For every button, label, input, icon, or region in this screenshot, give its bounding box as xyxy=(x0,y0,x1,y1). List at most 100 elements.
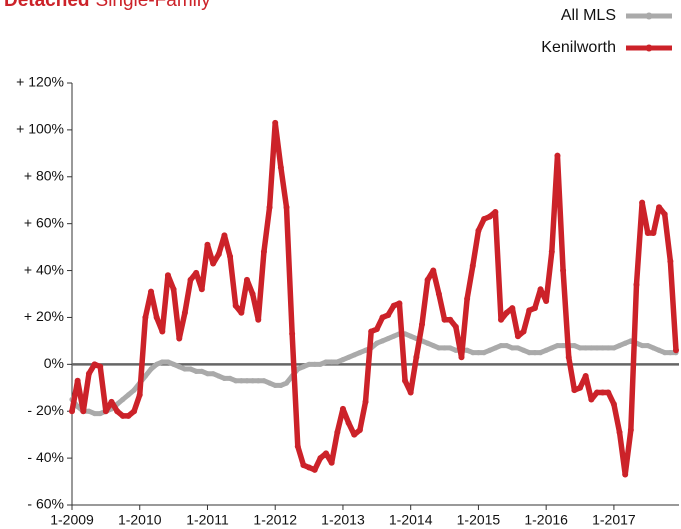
data-point xyxy=(492,208,499,215)
data-point xyxy=(407,389,414,396)
data-point xyxy=(610,401,617,408)
data-point xyxy=(435,291,442,297)
x-tick-label: 1-2015 xyxy=(457,512,501,528)
data-point xyxy=(373,326,380,333)
y-tick-label: + 40% xyxy=(24,261,64,277)
data-point xyxy=(571,342,577,349)
x-tick-label: 1-2013 xyxy=(321,512,365,528)
data-point xyxy=(605,389,612,396)
data-point xyxy=(187,276,194,283)
data-point xyxy=(548,248,555,255)
data-point xyxy=(328,459,335,466)
data-point xyxy=(582,373,589,380)
data-point xyxy=(165,359,171,365)
data-point xyxy=(345,419,352,426)
data-point xyxy=(131,408,138,415)
data-point xyxy=(662,350,668,356)
data-point xyxy=(91,410,98,417)
data-point xyxy=(80,408,87,415)
data-point xyxy=(656,347,662,353)
data-point xyxy=(390,302,397,309)
data-point xyxy=(633,281,640,288)
data-point xyxy=(272,119,279,126)
data-point xyxy=(543,347,549,353)
data-point xyxy=(289,330,296,337)
data-point xyxy=(593,389,600,396)
y-tick-label: + 60% xyxy=(24,214,64,230)
data-point xyxy=(526,307,533,314)
data-point xyxy=(329,359,335,365)
data-point xyxy=(673,347,679,354)
data-point xyxy=(385,335,391,342)
data-point xyxy=(153,314,160,321)
data-point xyxy=(594,345,600,351)
data-point xyxy=(537,286,544,293)
data-point xyxy=(232,302,239,309)
data-point xyxy=(351,431,358,438)
data-point xyxy=(277,164,284,171)
data-point xyxy=(611,345,617,351)
data-point xyxy=(221,232,228,239)
data-point xyxy=(182,366,188,372)
data-point xyxy=(154,361,160,367)
data-point xyxy=(278,382,284,389)
data-point xyxy=(577,345,583,351)
data-point xyxy=(356,426,363,433)
data-point xyxy=(520,328,527,335)
data-point xyxy=(447,316,454,323)
data-point xyxy=(142,373,148,379)
data-point xyxy=(475,227,482,234)
data-point xyxy=(368,328,375,335)
data-point xyxy=(481,215,488,222)
data-point xyxy=(198,286,205,293)
data-point xyxy=(75,403,81,410)
data-point xyxy=(272,382,278,389)
data-point xyxy=(193,368,199,374)
data-point xyxy=(193,269,200,276)
y-tick-label: 0% xyxy=(44,355,64,371)
data-point xyxy=(334,429,341,436)
data-point xyxy=(334,359,340,365)
data-point xyxy=(294,443,301,450)
data-point xyxy=(97,410,103,417)
data-point xyxy=(102,408,109,415)
data-point xyxy=(452,323,459,330)
legend-label: All MLS xyxy=(561,7,616,24)
data-point xyxy=(622,340,628,346)
x-tick-label: 1-2011 xyxy=(186,512,229,528)
data-point xyxy=(577,384,584,391)
data-point xyxy=(504,342,510,349)
data-point xyxy=(656,204,663,211)
data-point xyxy=(469,262,476,269)
x-tick-label: 1-2016 xyxy=(524,512,568,528)
data-point xyxy=(317,455,324,462)
legend-label: Kenilworth xyxy=(541,39,616,56)
y-tick-label: + 80% xyxy=(24,167,64,183)
data-point xyxy=(91,361,98,368)
data-point xyxy=(215,251,222,258)
x-tick-label: 1-2017 xyxy=(592,512,636,528)
series-line xyxy=(69,120,679,478)
legend-marker xyxy=(645,44,653,52)
data-point xyxy=(86,408,92,414)
data-point xyxy=(379,314,386,321)
data-point xyxy=(210,260,217,267)
data-point xyxy=(159,359,165,365)
x-tick-label: 1-2009 xyxy=(50,512,94,528)
data-point xyxy=(255,378,261,384)
data-point xyxy=(204,371,211,377)
data-point xyxy=(266,204,273,211)
data-point xyxy=(181,309,188,316)
data-point xyxy=(85,370,92,377)
data-point xyxy=(436,345,442,351)
data-point xyxy=(430,342,436,349)
x-tick-label: 1-2010 xyxy=(118,512,162,528)
data-point xyxy=(600,345,606,351)
data-point xyxy=(250,378,256,384)
data-point xyxy=(120,396,126,403)
data-point xyxy=(176,335,183,342)
data-point xyxy=(306,464,313,471)
data-point xyxy=(402,377,409,384)
data-point xyxy=(418,321,425,328)
